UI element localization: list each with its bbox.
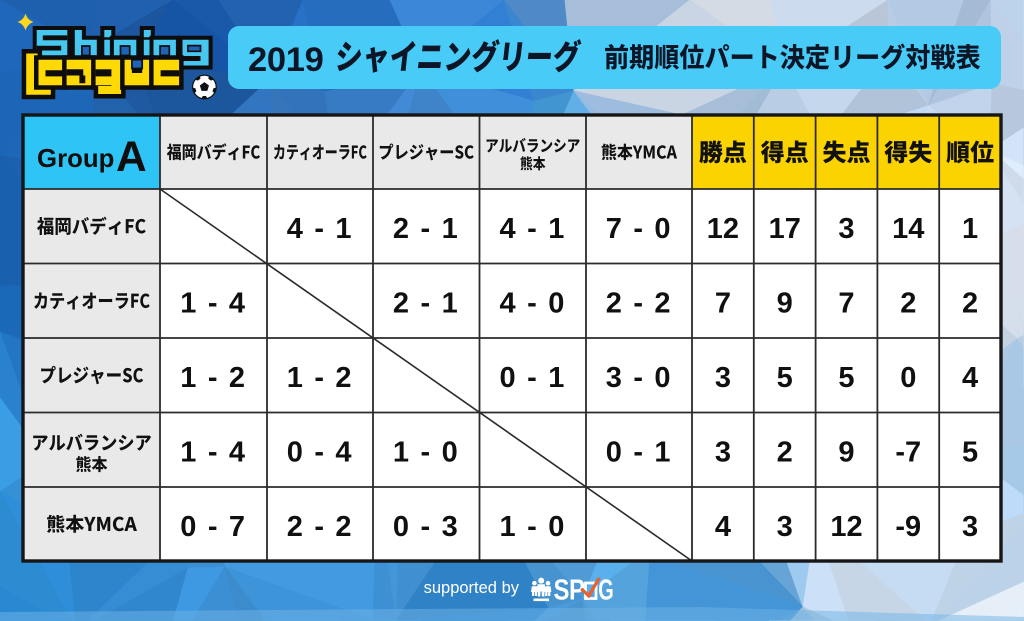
svg-text:Group: Group <box>37 145 114 173</box>
svg-text:4 - 1: 4 - 1 <box>500 213 567 245</box>
svg-text:0 - 4: 0 - 4 <box>287 437 354 469</box>
svg-text:12: 12 <box>830 511 862 543</box>
svg-text:2019: 2019 <box>248 41 324 79</box>
svg-text:5: 5 <box>962 437 978 469</box>
svg-text:4: 4 <box>715 511 731 543</box>
svg-text:-7: -7 <box>895 437 921 469</box>
svg-text:2 - 1: 2 - 1 <box>393 288 460 320</box>
svg-text:3: 3 <box>777 511 793 543</box>
svg-text:3: 3 <box>838 213 854 245</box>
svg-text:3: 3 <box>715 362 731 394</box>
svg-text:2: 2 <box>900 288 916 320</box>
svg-text:7: 7 <box>838 288 854 320</box>
svg-text:-9: -9 <box>895 511 921 543</box>
svg-text:2 - 2: 2 - 2 <box>606 288 673 320</box>
svg-text:2 - 1: 2 - 1 <box>393 213 460 245</box>
svg-text:2: 2 <box>962 288 978 320</box>
svg-text:0 - 7: 0 - 7 <box>180 511 247 543</box>
svg-text:1 - 2: 1 - 2 <box>180 362 247 394</box>
svg-text:4: 4 <box>962 362 978 394</box>
svg-text:supported by: supported by <box>424 579 520 597</box>
svg-text:12: 12 <box>707 213 739 245</box>
svg-text:7 - 0: 7 - 0 <box>606 213 673 245</box>
svg-text:0 - 1: 0 - 1 <box>606 437 673 469</box>
svg-text:1: 1 <box>962 213 978 245</box>
svg-text:1 - 0: 1 - 0 <box>500 511 567 543</box>
svg-text:5: 5 <box>777 362 793 394</box>
svg-text:3: 3 <box>715 437 731 469</box>
svg-text:7: 7 <box>715 288 731 320</box>
svg-text:2 - 2: 2 - 2 <box>287 511 354 543</box>
svg-text:4 - 0: 4 - 0 <box>500 288 567 320</box>
svg-text:14: 14 <box>892 213 924 245</box>
svg-text:4 - 1: 4 - 1 <box>287 213 354 245</box>
svg-text:A: A <box>116 134 147 181</box>
svg-text:1 - 4: 1 - 4 <box>180 288 247 320</box>
svg-text:0 - 3: 0 - 3 <box>393 511 460 543</box>
svg-text:17: 17 <box>769 213 801 245</box>
svg-text:1 - 4: 1 - 4 <box>180 437 247 469</box>
svg-text:SP: SP <box>554 574 585 606</box>
svg-text:3 - 0: 3 - 0 <box>606 362 673 394</box>
svg-text:2: 2 <box>777 437 793 469</box>
svg-text:3: 3 <box>962 511 978 543</box>
svg-text:G: G <box>598 575 614 606</box>
svg-text:0: 0 <box>900 362 916 394</box>
svg-text:0 - 1: 0 - 1 <box>500 362 567 394</box>
svg-text:9: 9 <box>777 288 793 320</box>
svg-text:9: 9 <box>838 437 854 469</box>
svg-text:5: 5 <box>838 362 854 394</box>
svg-text:1 - 2: 1 - 2 <box>287 362 354 394</box>
svg-text:1 - 0: 1 - 0 <box>393 437 460 469</box>
